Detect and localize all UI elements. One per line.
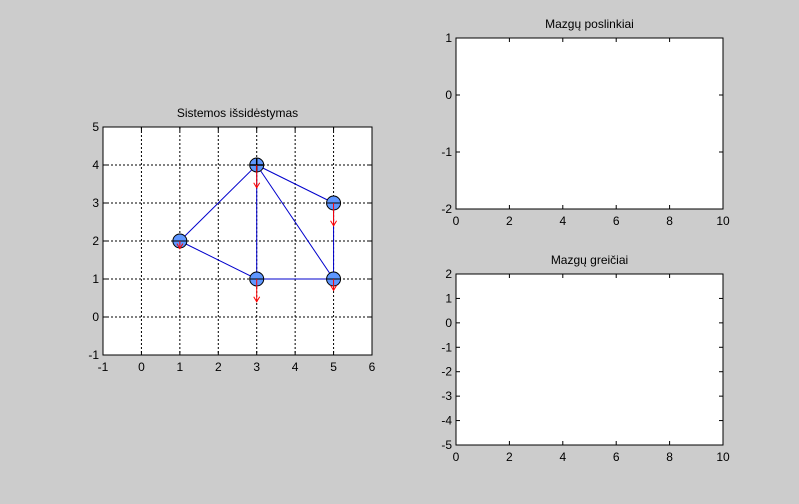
truss-edge: [179, 164, 258, 242]
truss-edge: [256, 164, 334, 280]
x-tick-label: 6: [613, 214, 620, 228]
truss-edge: [179, 240, 257, 280]
y-tick-label: 1: [445, 291, 452, 305]
x-tick-label: 0: [453, 450, 460, 464]
x-tick-label: 10: [716, 450, 730, 464]
x-tick-label: 4: [292, 360, 299, 374]
force-arrowhead: [330, 220, 338, 227]
x-tick-label: 4: [559, 450, 566, 464]
y-tick-label: 4: [92, 158, 99, 172]
y-tick-label: 0: [92, 310, 99, 324]
x-tick-label: 6: [613, 450, 620, 464]
chart-title: Sistemos išsidėstymas: [177, 106, 298, 120]
axes-frame: [455, 273, 724, 446]
y-tick-label: -3: [441, 389, 452, 403]
y-tick-label: -1: [441, 340, 452, 354]
axes-frame: [455, 37, 724, 210]
y-tick-label: 1: [445, 31, 452, 45]
axes-layout: -1 0 1 2 3 4 5 6 -1 0 1 2 3 4 5 Sistemos išsidėstymas: [88, 106, 375, 374]
y-tick-label: -1: [88, 348, 99, 362]
plot-area: [456, 38, 723, 209]
x-tick-label: 5: [330, 360, 337, 374]
axes-frame: [102, 126, 373, 356]
x-tick-label: 4: [559, 214, 566, 228]
y-tick-label: 2: [445, 267, 452, 281]
y-tick-label: 0: [445, 316, 452, 330]
force-arrowhead: [330, 285, 338, 292]
y-tick-label: 3: [92, 196, 99, 210]
chart-title: Mazgų greičiai: [551, 253, 628, 267]
force-arrowhead: [176, 243, 184, 250]
plot-area: [456, 274, 723, 445]
x-tick-label: 8: [666, 450, 673, 464]
x-tick-label: 3: [253, 360, 260, 374]
x-tick-label: 2: [215, 360, 222, 374]
y-tick-label: 2: [92, 234, 99, 248]
x-tick-label: 0: [138, 360, 145, 374]
chart-title: Mazgų poslinkiai: [545, 17, 634, 31]
y-tick-label: 5: [92, 120, 99, 134]
y-tick-label: 1: [92, 272, 99, 286]
y-tick-label: -2: [441, 365, 452, 379]
x-tick-label: 10: [716, 214, 730, 228]
y-tick-label: -1: [441, 145, 452, 159]
axes-displacements: 0 2 4 6 8 10 -2 -1 0 1 Mazgų poslinkiai: [441, 17, 730, 228]
force-arrowhead: [253, 296, 261, 303]
axes-velocities: 0 2 4 6 8 10 -5 -4 -3 -2 -1 0 1 2 Mazgų greičiai: [441, 253, 730, 464]
x-tick-label: 2: [506, 214, 513, 228]
x-tick-label: 1: [177, 360, 184, 374]
force-arrowhead: [253, 182, 261, 189]
x-tick-label: 8: [666, 214, 673, 228]
y-tick-label: 0: [445, 88, 452, 102]
x-tick-label: 0: [453, 214, 460, 228]
truss-edge: [256, 164, 334, 204]
x-tick-label: 6: [369, 360, 376, 374]
y-tick-label: -5: [441, 438, 452, 452]
y-tick-label: -4: [441, 414, 452, 428]
x-tick-label: 2: [506, 450, 513, 464]
y-tick-label: -2: [441, 202, 452, 216]
x-tick-label: -1: [98, 360, 109, 374]
